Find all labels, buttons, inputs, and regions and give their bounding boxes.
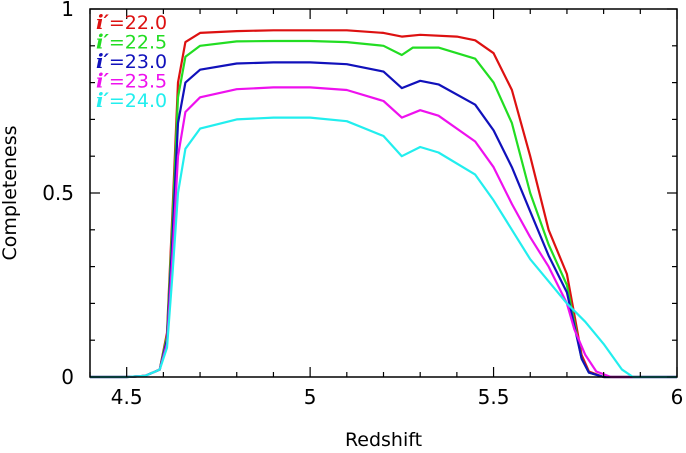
legend-value: =24.0 <box>109 90 167 112</box>
legend-entry-2: i′=22.5 <box>96 30 167 54</box>
legend-symbol: i′ <box>96 49 110 73</box>
legend-entry-3: i′=23.0 <box>96 49 167 73</box>
labels-layer: 4.5 5 5.5 6 0 0.5 1 <box>42 0 683 409</box>
legend-symbol: i′ <box>96 69 110 93</box>
legend-symbol: i′ <box>96 88 110 112</box>
y-axis-title: Completeness <box>0 125 21 260</box>
x-tick-label: 5.5 <box>478 385 510 409</box>
x-axis-title: Redshift <box>345 429 422 451</box>
x-tick-label: 6 <box>671 385 684 409</box>
legend-value: =22.0 <box>109 12 167 34</box>
legend-value: =23.0 <box>109 51 167 73</box>
legend-symbol: i′ <box>96 30 110 54</box>
legend-entry-5: i′=24.0 <box>96 88 167 112</box>
series-layer <box>90 29 677 379</box>
y-tick-label: 1 <box>61 0 74 21</box>
legend-entry-1: i′=22.0 <box>96 10 167 34</box>
y-tick-label: 0 <box>61 365 74 389</box>
y-tick-label: 0.5 <box>42 181 74 205</box>
series-line-5 <box>90 116 677 379</box>
legend: i′=22.0i′=22.5i′=23.0i′=23.5i′=24.0 <box>96 10 167 112</box>
legend-entry-4: i′=23.5 <box>96 69 167 93</box>
ticks-layer <box>89 8 678 378</box>
x-tick-label: 4.5 <box>111 385 143 409</box>
legend-value: =22.5 <box>109 32 167 54</box>
legend-value: =23.5 <box>109 71 167 93</box>
legend-symbol: i′ <box>96 10 110 34</box>
x-tick-label: 5 <box>304 385 317 409</box>
